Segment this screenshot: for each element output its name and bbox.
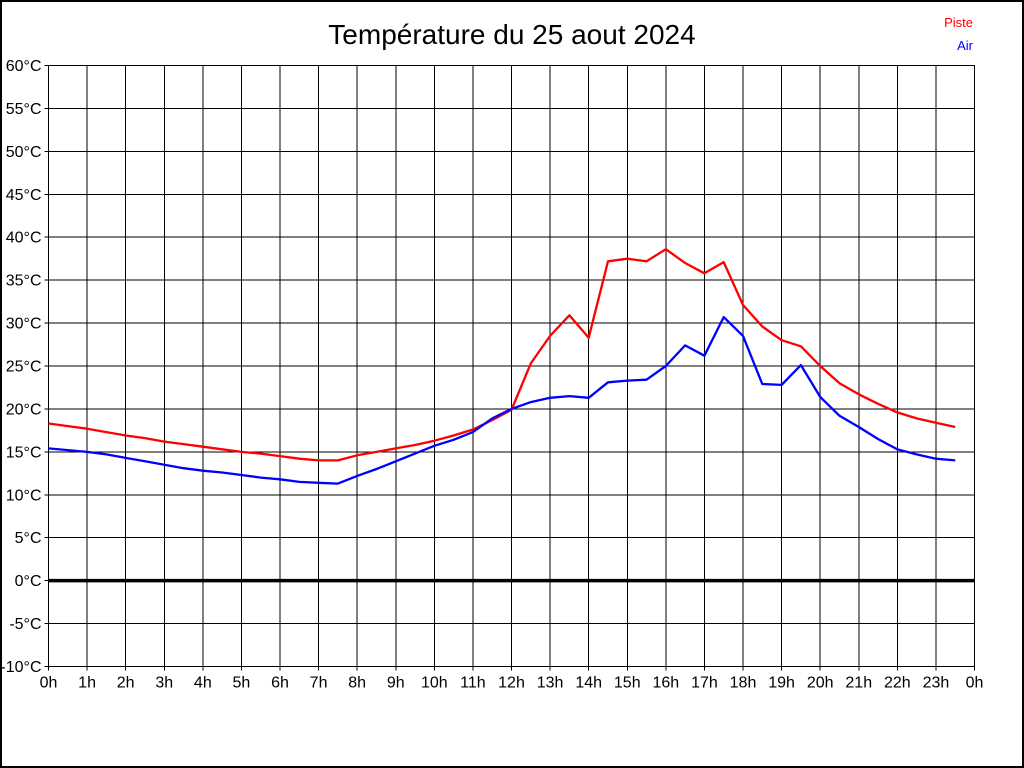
x-tick-label: 12h [498,675,525,692]
x-tick-label: 0h [40,675,58,692]
x-tick-label: 10h [421,675,448,692]
y-tick-label: 20°C [6,401,42,418]
x-tick-label: 1h [78,675,96,692]
x-tick-label: 2h [117,675,135,692]
y-tick-label: -10°C [2,659,42,676]
y-tick-label: 35°C [6,273,42,290]
x-tick-label: 0h [966,675,984,692]
x-tick-label: 4h [194,675,212,692]
x-tick-label: 3h [155,675,173,692]
x-tick-label: 19h [768,675,795,692]
y-tick-label: 45°C [6,187,42,204]
legend: Piste Air [944,15,974,53]
legend-air-label: Air [957,38,974,53]
x-tick-label: 7h [310,675,328,692]
x-tick-label: 9h [387,675,405,692]
x-tick-label: 17h [691,675,718,692]
y-tick-label: 0°C [15,573,42,590]
y-tick-label: 60°C [6,58,42,75]
y-tick-label: 15°C [6,444,42,461]
legend-piste-label: Piste [944,15,973,30]
x-tick-label: 21h [845,675,872,692]
x-tick-label: 13h [537,675,564,692]
y-tick-label: 10°C [6,487,42,504]
x-tick-label: 8h [348,675,366,692]
chart-title: Température du 25 aout 2024 [328,19,695,50]
x-tick-label: 18h [730,675,757,692]
y-tick-label: 5°C [15,530,42,547]
tick-layer [44,65,975,671]
plot-border [48,65,975,667]
x-tick-label: 14h [575,675,602,692]
x-tick-label: 11h [460,675,486,692]
x-tick-label: 15h [614,675,641,692]
series-line-air [48,315,956,485]
x-tick-label: 5h [233,675,251,692]
series-line-piste [48,248,956,462]
y-tick-label: -5°C [9,616,41,633]
y-tick-label: 25°C [6,359,42,376]
x-tick-label: 22h [884,675,911,692]
y-tick-label: 40°C [6,230,42,247]
x-tick-label: 16h [652,675,679,692]
y-tick-label: 50°C [6,144,42,161]
grid-layer [48,65,975,667]
series-layer [48,248,956,485]
x-tick-label: 23h [923,675,950,692]
x-tick-label: 20h [807,675,834,692]
axis-label-layer: 0h 1h 2h 3h 4h 5h 6h 7h 8h 9h 10h 11h 12h 13h 14h 15h 16… [2,58,983,692]
x-tick-label: 6h [271,675,289,692]
y-tick-label: 30°C [6,316,42,333]
y-tick-label: 55°C [6,101,42,118]
